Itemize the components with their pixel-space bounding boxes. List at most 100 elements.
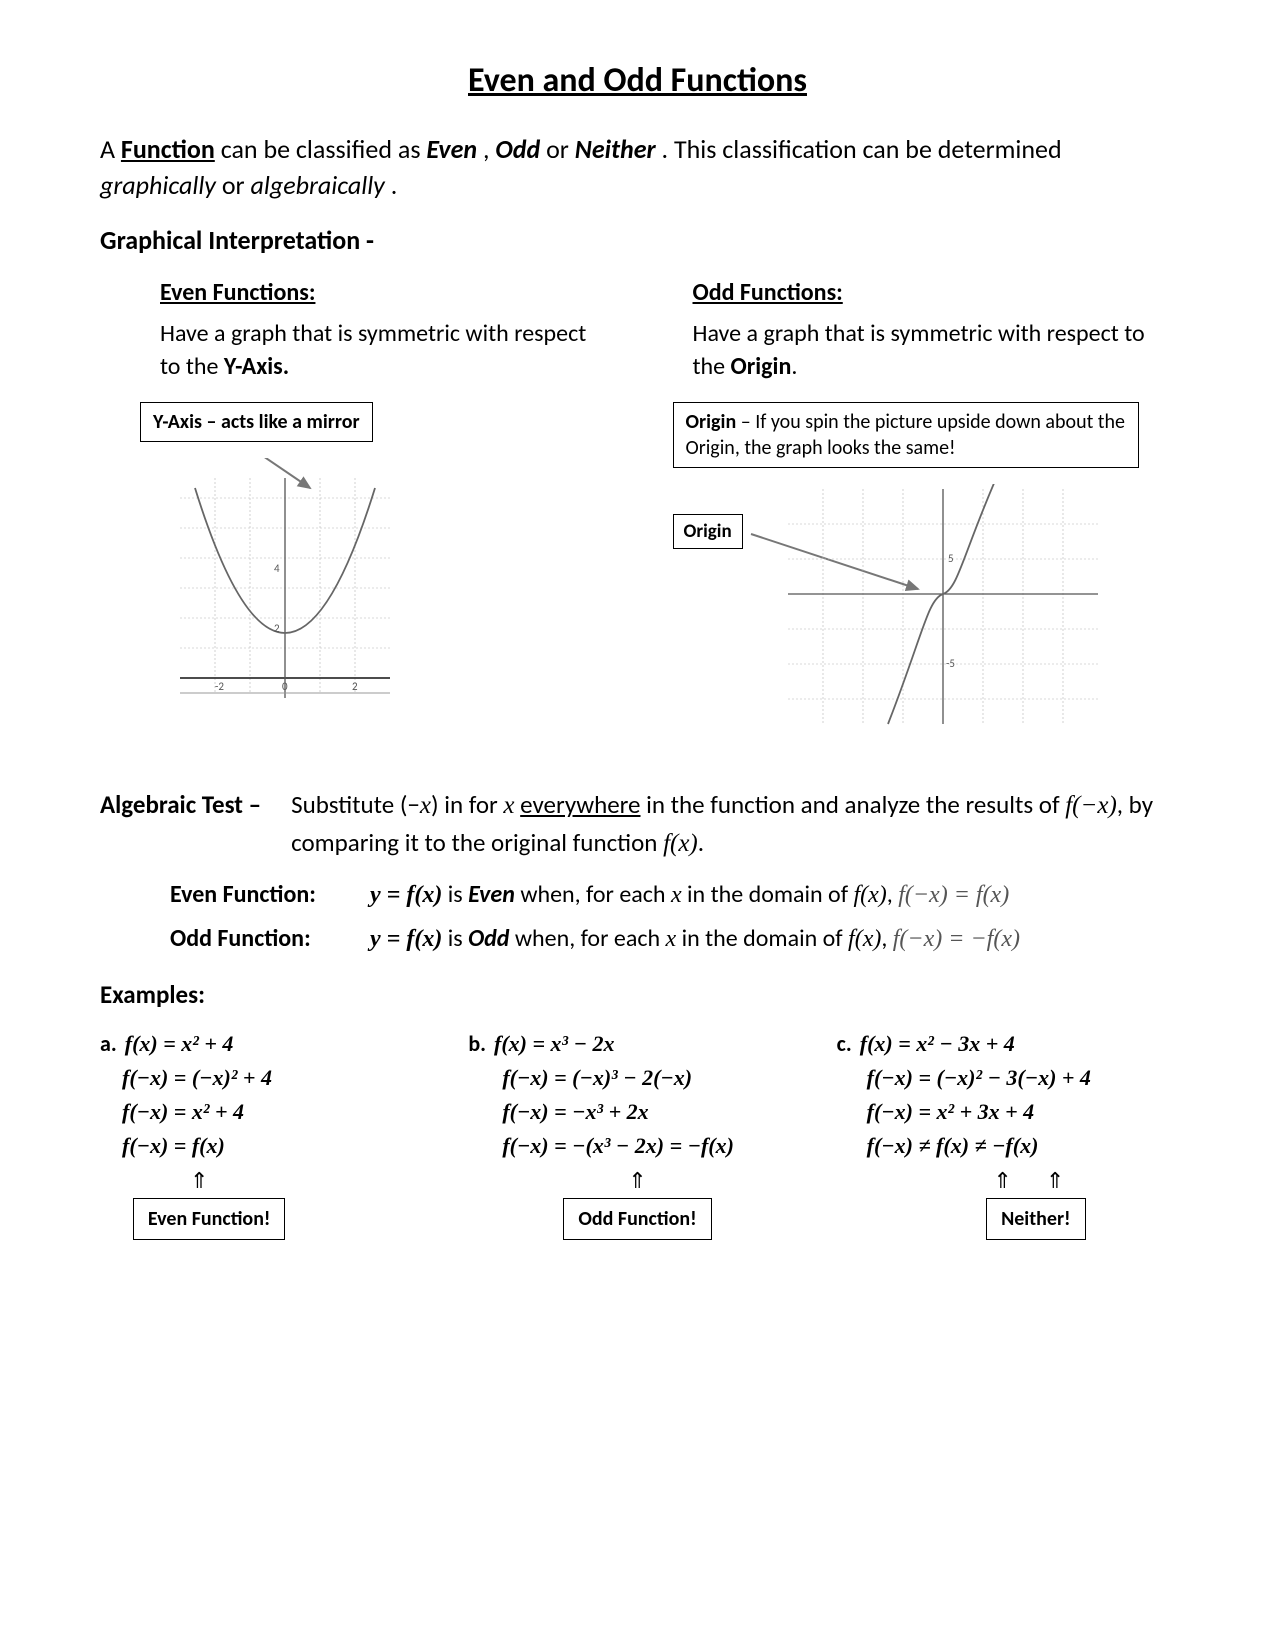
math-line: f(−x) = x² + 3x + 4 (867, 1099, 1035, 1124)
graphical-heading: Graphical Interpretation - (100, 224, 1175, 256)
word: Odd (468, 924, 509, 953)
math-line: f(−x) = −(x³ − 2x) = −f(x) (502, 1133, 734, 1158)
text: . This classification can be determined (662, 133, 1062, 165)
word: Even (468, 880, 515, 909)
y-axis-word: Y-Axis. (224, 352, 289, 381)
text: . (698, 827, 704, 858)
intro-paragraph: A Function can be classified as Even , O… (100, 131, 1175, 204)
math-line: f(x) = x² + 4 (125, 1031, 234, 1056)
even-callout: Y-Axis – acts like a mirror (140, 402, 373, 442)
example-c: c. f(x) = x² − 3x + 4 f(−x) = (−x)² − 3(−… (837, 1022, 1175, 1240)
word-odd: Odd (495, 133, 540, 165)
label: Even Function: (170, 877, 370, 913)
equation: f(−x) = f(x) (898, 882, 1009, 908)
equation: f(−x) = −f(x) (893, 926, 1020, 952)
var-x: x (420, 792, 431, 819)
var-x: x (671, 882, 682, 908)
page-title: Even and Odd Functions (100, 60, 1175, 101)
text: when, for each (509, 924, 665, 953)
def-even: Even Function: y = f(x) is Even when, fo… (170, 877, 1175, 913)
callout-text: – If you spin the picture upside down ab… (686, 410, 1125, 460)
ex-label: a. (100, 1030, 117, 1057)
var-x: x (503, 792, 514, 819)
ex-label: b. (468, 1030, 486, 1057)
result-box: Neither! (986, 1198, 1086, 1240)
odd-description: Have a graph that is symmetric with resp… (693, 317, 1176, 384)
svg-text:2: 2 (274, 622, 280, 635)
word-function: Function (121, 133, 215, 165)
var-x: x (666, 926, 677, 952)
word-graphically: graphically (100, 169, 216, 201)
arrow-up-icon: ⇑ (628, 1167, 646, 1194)
text: or (222, 169, 251, 201)
text: can be classified as (221, 133, 427, 165)
math-line: f(−x) = (−x)² + 4 (122, 1065, 272, 1090)
arrow-up-icon: ⇑ (993, 1167, 1045, 1194)
svg-text:-2: -2 (215, 680, 224, 693)
text: . (391, 169, 398, 201)
odd-heading: Odd Functions: (693, 278, 1176, 307)
text: , (483, 133, 495, 165)
example-a: a. f(x) = x² + 4 f(−x) = (−x)² + 4 f(−x) … (100, 1022, 438, 1240)
arrow-up-icon: ⇑ (1046, 1167, 1098, 1194)
text: in the domain of (676, 924, 848, 953)
page: Even and Odd Functions A Function can be… (0, 0, 1275, 1650)
text: or (546, 133, 575, 165)
math: f(−x) (1065, 792, 1117, 819)
svg-text:4: 4 (274, 562, 280, 575)
math-line: f(−x) = (−x)³ − 2(−x) (502, 1065, 692, 1090)
math-line: f(−x) = (−x)² − 3(−x) + 4 (867, 1065, 1091, 1090)
callout-bold: Origin (686, 410, 737, 434)
text: in the domain of (682, 880, 854, 909)
body: y = f(x) is Even when, for each x in the… (370, 877, 1175, 913)
text: . (791, 352, 797, 381)
columns: Even Functions: Have a graph that is sym… (100, 268, 1175, 754)
even-heading: Even Functions: (160, 278, 603, 307)
definitions: Even Function: y = f(x) is Even when, fo… (170, 877, 1175, 957)
word-even: Even (426, 133, 477, 165)
text: in the function and analyze the results … (641, 789, 1066, 820)
math: y = f(x) (370, 882, 442, 908)
text: Substitute (− (291, 789, 420, 820)
svg-text:-5: -5 (946, 657, 955, 670)
text: is (442, 880, 468, 909)
word-algebraically: algebraically (250, 169, 384, 201)
body: y = f(x) is Odd when, for each x in the … (370, 921, 1175, 957)
math-line: f(−x) = −x³ + 2x (502, 1099, 648, 1124)
math: f(x) (848, 926, 881, 952)
math-line: f(−x) = f(x) (122, 1133, 225, 1158)
word-everywhere: everywhere (520, 789, 640, 820)
odd-callout: Origin – If you spin the picture upside … (673, 402, 1139, 468)
svg-text:0: 0 (282, 680, 288, 693)
math-line: f(−x) = x² + 4 (122, 1099, 244, 1124)
svg-text:5: 5 (948, 552, 954, 565)
algebraic-text: Substitute (−x) in for x everywhere in t… (291, 786, 1175, 863)
even-description: Have a graph that is symmetric with resp… (160, 317, 603, 384)
algebraic-label: Algebraic Test – (100, 786, 261, 863)
even-graph: -2 0 2 4 2 (170, 468, 400, 708)
ex-label: c. (837, 1030, 852, 1057)
odd-graph-area: Origin 5 (673, 474, 1176, 754)
math-line: f(x) = x³ − 2x (494, 1031, 614, 1056)
word-neither: Neither (575, 133, 656, 165)
math: f(x) (663, 830, 698, 857)
callout-text: Y-Axis – acts like a mirror (153, 410, 360, 434)
arrow-up-icon: ⇑ (190, 1167, 208, 1194)
math: y = f(x) (370, 926, 442, 952)
math-line: f(x) = x² − 3x + 4 (860, 1031, 1015, 1056)
result-box: Even Function! (133, 1198, 286, 1240)
math-line: f(−x) ≠ f(x) ≠ −f(x) (867, 1133, 1039, 1158)
text: , (887, 880, 898, 909)
example-b: b. f(x) = x³ − 2x f(−x) = (−x)³ − 2(−x) f… (468, 1022, 806, 1240)
odd-column: Odd Functions: Have a graph that is symm… (673, 268, 1176, 754)
odd-graph: 5 -5 (783, 484, 1103, 734)
result-box: Odd Function! (563, 1198, 711, 1240)
text: ) in for (431, 789, 503, 820)
origin-word: Origin (731, 352, 792, 381)
text: is (442, 924, 468, 953)
even-column: Even Functions: Have a graph that is sym… (100, 268, 603, 754)
examples: a. f(x) = x² + 4 f(−x) = (−x)² + 4 f(−x) … (100, 1022, 1175, 1240)
math: f(x) (853, 882, 886, 908)
examples-heading: Examples: (100, 979, 1175, 1010)
algebraic-test: Algebraic Test – Substitute (−x) in for … (100, 786, 1175, 863)
